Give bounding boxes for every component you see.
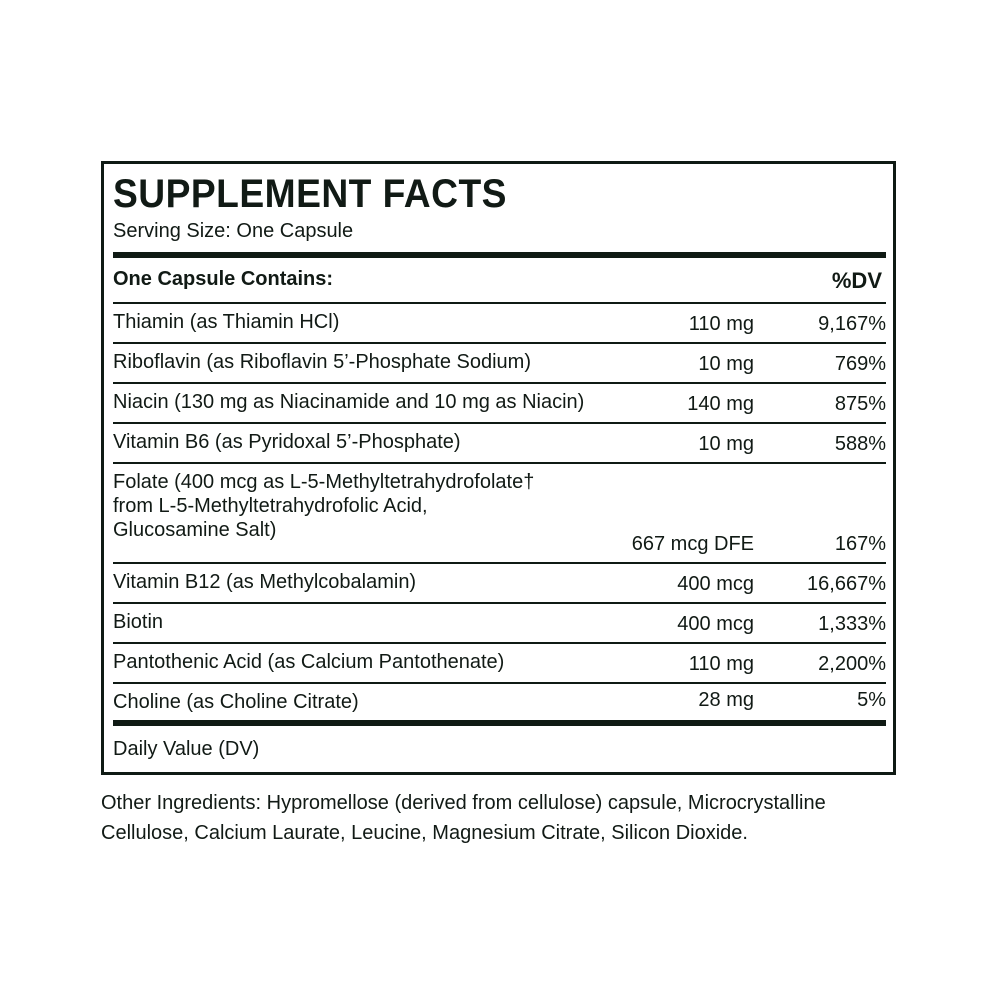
nutrient-amount: 667 mcg DFE [631, 533, 754, 555]
row-divider [113, 302, 886, 304]
footnote: Daily Value (DV) [113, 738, 260, 760]
serving-size: Serving Size: One Capsule [113, 220, 354, 242]
nutrient-amount: 140 mg [687, 393, 754, 415]
nutrient-amount: 10 mg [698, 353, 754, 375]
nutrient-dv: 875% [834, 393, 886, 415]
table-row: Pantothenic Acid (as Calcium Pantothenat… [113, 650, 886, 676]
nutrient-amount: 110 mg [688, 653, 754, 675]
row-divider [113, 602, 886, 604]
nutrient-dv: 9,167% [818, 313, 886, 335]
divider-thick [113, 252, 886, 258]
nutrient-amount: 28 mg [698, 689, 754, 711]
table-header: One Capsule Contains: %DV [113, 268, 886, 293]
nutrient-amount: 400 mcg [677, 613, 754, 635]
dv-header: %DV [831, 268, 882, 293]
nutrient-dv: 16,667% [807, 573, 886, 595]
contains-label: One Capsule Contains: [113, 268, 334, 290]
table-row: Vitamin B12 (as Methylcobalamin) 400 mcg 1… [113, 570, 886, 596]
row-divider [113, 382, 886, 384]
row-divider [113, 642, 886, 644]
table-row: Biotin 400 mcg 1,333% [113, 610, 886, 636]
nutrient-name: Folate (400 mcg as L-5-Methyltetrahydrof… [113, 471, 535, 541]
nutrient-amount: 400 mcg [677, 573, 754, 595]
panel-title: SUPPLEMENT FACTS [113, 172, 507, 216]
row-divider [113, 562, 886, 564]
nutrient-name: Pantothenic Acid (as Calcium Pantothenat… [113, 651, 505, 673]
nutrient-name: Niacin (130 mg as Niacinamide and 10 mg … [113, 391, 585, 413]
supplement-facts-panel: SUPPLEMENT FACTS Serving Size: One Capsu… [101, 161, 896, 775]
nutrient-name: Vitamin B6 (as Pyridoxal 5’-Phosphate) [113, 431, 461, 453]
nutrient-name: Riboflavin (as Riboflavin 5’-Phosphate S… [113, 351, 531, 373]
nutrient-dv: 588% [834, 433, 886, 455]
table-row: Riboflavin (as Riboflavin 5’-Phosphate S… [113, 350, 886, 376]
nutrient-name: Choline (as Choline Citrate) [113, 691, 359, 713]
nutrient-amount: 110 mg [688, 313, 754, 335]
row-divider [113, 422, 886, 424]
nutrient-dv: 5% [857, 689, 886, 711]
table-row: Vitamin B6 (as Pyridoxal 5’-Phosphate) 10… [113, 430, 886, 456]
table-row: Thiamin (as Thiamin HCl) 110 mg 9,167% [113, 310, 886, 336]
nutrient-dv: 167% [834, 533, 886, 555]
divider-thick [113, 720, 886, 726]
row-divider [113, 342, 886, 344]
row-divider [113, 462, 886, 464]
row-divider [113, 682, 886, 684]
table-row: Niacin (130 mg as Niacinamide and 10 mg … [113, 390, 886, 416]
nutrient-name: Vitamin B12 (as Methylcobalamin) [113, 571, 417, 593]
table-row: Choline (as Choline Citrate) 28 mg 5% [113, 689, 886, 713]
other-ingredients: Other Ingredients: Hypromellose (derived… [101, 792, 826, 844]
nutrient-amount: 10 mg [698, 433, 754, 455]
nutrient-dv: 769% [834, 353, 886, 375]
nutrient-name: Thiamin (as Thiamin HCl) [113, 311, 340, 333]
table-row: Folate (400 mcg as L-5-Methyltetrahydrof… [113, 470, 886, 556]
nutrient-dv: 2,200% [818, 653, 886, 675]
nutrient-name: Biotin [113, 611, 164, 633]
nutrient-dv: 1,333% [818, 613, 886, 635]
